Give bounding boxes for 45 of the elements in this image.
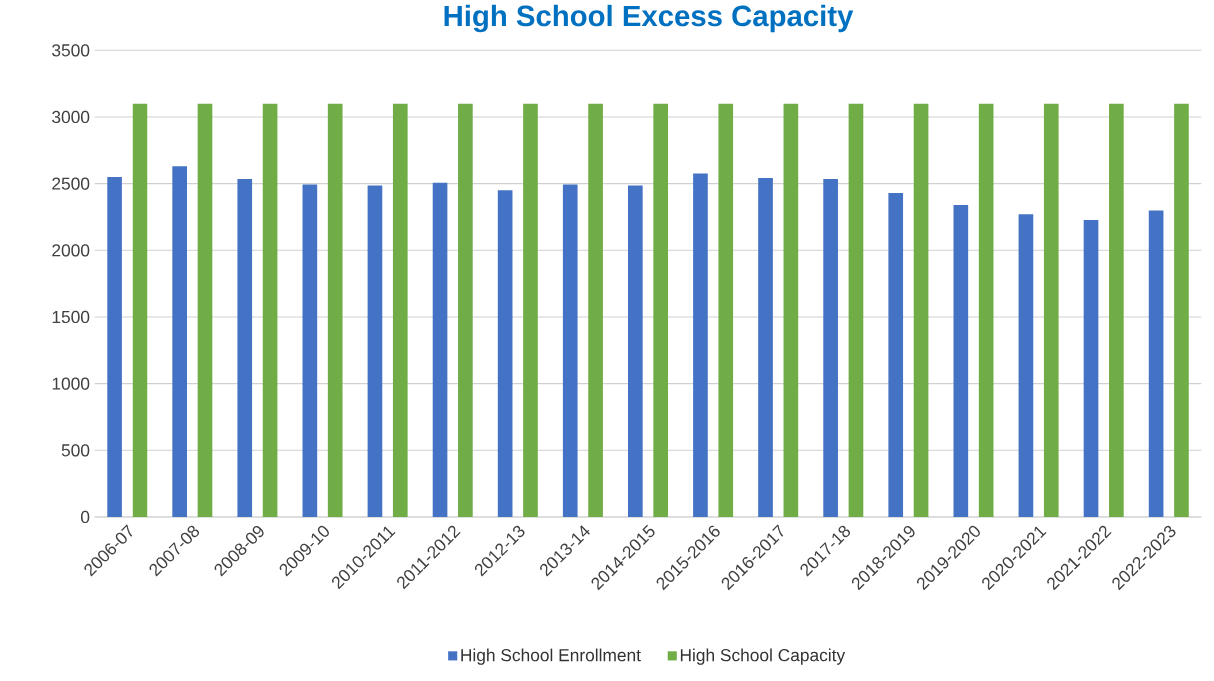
bar: [978, 103, 994, 517]
bar: [758, 178, 773, 517]
bar: [848, 103, 864, 517]
y-tick-label: 2500: [52, 177, 90, 190]
bar: [458, 103, 473, 517]
y-tick-label: 500: [61, 444, 90, 457]
bar: [783, 103, 799, 517]
bar: [1174, 103, 1189, 517]
bar: [913, 103, 929, 517]
bar: [628, 185, 643, 517]
y-tick-label: 3500: [52, 44, 90, 57]
chart-title: High School Excess Capacity: [444, 4, 854, 33]
bar: [888, 192, 904, 517]
bar: [1043, 103, 1059, 517]
bar: [497, 190, 513, 517]
bar: [432, 182, 448, 517]
bar: [953, 204, 969, 517]
bar: [562, 184, 578, 517]
bar: [718, 103, 734, 517]
bar: [523, 103, 538, 517]
legend-label: High School Enrollment: [461, 648, 641, 665]
bar: [197, 103, 213, 517]
y-tick-label: 3000: [52, 110, 90, 124]
bar: [302, 184, 318, 517]
bar: [1018, 214, 1034, 517]
bar: [367, 185, 383, 517]
bar: [237, 178, 253, 517]
bar: [693, 173, 708, 517]
y-tick-label: 1500: [52, 310, 90, 324]
bar: [107, 176, 122, 517]
bar: [1083, 219, 1099, 517]
bar: [327, 103, 343, 517]
bar: [132, 103, 148, 517]
bar: [1109, 103, 1124, 517]
bar: [653, 103, 668, 517]
bar: [823, 178, 838, 517]
y-tick-label: 0: [80, 510, 90, 524]
y-tick-label: 1000: [52, 377, 90, 390]
bar: [172, 166, 187, 517]
bar: [392, 103, 408, 517]
bar: [1148, 210, 1164, 517]
bar: [588, 103, 603, 517]
y-tick-label: 2000: [52, 244, 90, 257]
bar: [262, 103, 278, 517]
legend-label: High School Capacity: [680, 648, 846, 665]
